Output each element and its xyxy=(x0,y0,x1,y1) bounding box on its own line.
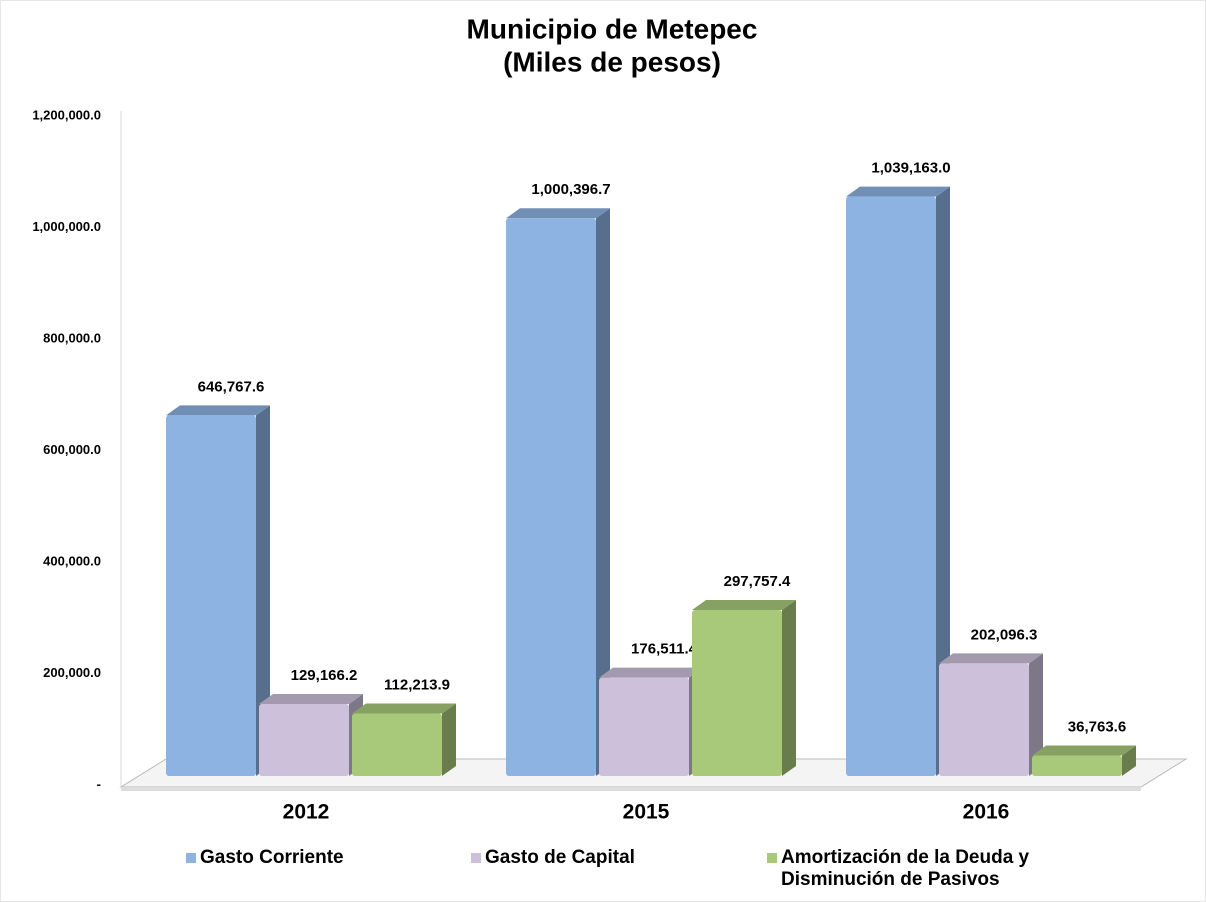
value-label: 129,166.2 xyxy=(291,667,358,684)
bar-top xyxy=(259,693,363,704)
value-label: 112,213.9 xyxy=(384,676,450,693)
value-label: 176,511.4 xyxy=(631,641,698,658)
y-tick-label: 200,000.0 xyxy=(43,665,101,680)
bar xyxy=(692,610,782,776)
y-tick-label: 800,000.0 xyxy=(43,330,101,345)
y-tick-label: 1,000,000.0 xyxy=(32,219,101,234)
legend-label: Gasto de Capital xyxy=(485,847,635,868)
bar-side xyxy=(1029,653,1043,776)
y-tick-label: - xyxy=(97,776,101,791)
bar-side xyxy=(256,405,270,776)
y-tick-label: 1,200,000.0 xyxy=(32,107,101,122)
value-label: 202,096.3 xyxy=(971,626,1038,643)
y-tick-label: 600,000.0 xyxy=(43,442,101,457)
bar-side xyxy=(936,186,950,776)
bar-top xyxy=(692,600,796,611)
legend-item: Amortización de la Deuda y Disminución d… xyxy=(767,847,1067,891)
bar-top xyxy=(846,186,950,197)
bar-top xyxy=(1032,745,1136,756)
x-tick-label: 2016 xyxy=(963,801,1010,824)
bar xyxy=(259,703,349,776)
bar-top xyxy=(506,208,610,219)
legend-item: Gasto Corriente xyxy=(186,847,344,869)
legend-swatch xyxy=(471,853,481,863)
bar-side xyxy=(596,208,610,777)
bar xyxy=(939,663,1029,776)
bar xyxy=(352,713,442,776)
bar xyxy=(506,218,596,777)
x-tick-label: 2015 xyxy=(623,801,670,824)
bar xyxy=(166,415,256,776)
y-tick-label: 400,000.0 xyxy=(43,553,101,568)
bar xyxy=(1032,755,1122,776)
bar-top xyxy=(352,703,456,714)
legend-label: Gasto Corriente xyxy=(200,847,344,868)
bar-side xyxy=(782,600,796,776)
legend-swatch xyxy=(767,853,777,863)
bar xyxy=(846,196,936,776)
value-label: 1,000,396.7 xyxy=(531,181,610,198)
bar xyxy=(599,677,689,776)
value-label: 36,763.6 xyxy=(1068,718,1126,735)
chart-subtitle: (Miles de pesos) xyxy=(503,46,721,77)
value-label: 297,757.4 xyxy=(724,573,791,590)
legend-label: Amortización de la Deuda y Disminución d… xyxy=(781,847,1030,890)
legend-item: Gasto de Capital xyxy=(471,847,635,869)
value-label: 646,767.6 xyxy=(198,378,265,395)
value-label: 1,039,163.0 xyxy=(871,160,950,177)
bar-side xyxy=(1122,745,1136,776)
legend-swatch xyxy=(186,853,196,863)
bar-top xyxy=(939,653,1043,664)
floor-edge xyxy=(121,787,1141,791)
bar-side xyxy=(442,703,456,776)
x-tick-label: 2012 xyxy=(283,801,330,824)
chart-title: Municipio de Metepec xyxy=(467,13,758,44)
bar-top xyxy=(166,405,270,416)
bar-top xyxy=(599,667,703,678)
